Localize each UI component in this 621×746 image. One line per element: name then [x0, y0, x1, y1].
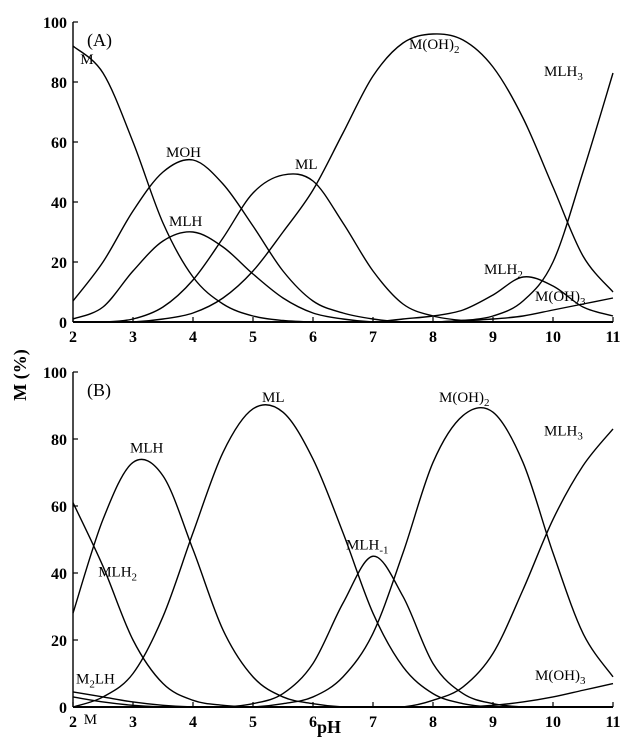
panel-b: 2 3 4 5 6 7 8 9 10 11 0 20 40 60 80 100 (B) MLH MLH2 ML M(OH… — [43, 365, 621, 731]
curve-m-b — [72, 696, 613, 708]
x-tick-label-a: 4 — [189, 329, 197, 346]
x-tick-label-a: 10 — [545, 329, 561, 346]
curve-m-oh-2-a — [73, 33, 614, 323]
series-label-b: M — [84, 712, 97, 728]
y-tick-label-a: 80 — [51, 75, 67, 92]
x-tick-label-a: 6 — [309, 329, 317, 346]
curve-ml-a — [73, 173, 613, 323]
curve-moh-a — [72, 158, 613, 323]
series-label-a: MLH2 — [484, 262, 523, 281]
x-axis-title: pH — [317, 717, 341, 737]
y-tick-label-b: 20 — [51, 633, 67, 650]
panel-label-b: (B) — [87, 380, 111, 401]
panel-a: 2 3 4 5 6 7 8 9 10 11 0 20 40 60 80 100 (A)M MOH MLH ML M(OH… — [43, 15, 621, 346]
curve-m2lh-b — [72, 691, 613, 708]
series-label-b: MLH — [130, 440, 164, 456]
series-label-b: MLH3 — [544, 424, 583, 443]
curve-mlh3-a — [73, 72, 614, 323]
series-label-b: MLH-1 — [346, 538, 389, 557]
x-tick-label-b: 2 — [69, 714, 77, 731]
curve-mlh-1-b — [73, 555, 613, 708]
series-label-a: M(OH)2 — [409, 37, 460, 56]
y-tick-label-b: 80 — [51, 432, 67, 449]
x-tick-label-a: 11 — [605, 329, 620, 346]
x-tick-label-a: 3 — [129, 329, 137, 346]
series-label-b: ML — [262, 390, 285, 406]
y-tick-label-b: 100 — [43, 365, 67, 382]
curve-m-a — [72, 45, 613, 323]
y-tick-label-b: 40 — [51, 566, 67, 583]
curve-mlh-b — [72, 458, 613, 708]
x-tick-label-b: 6 — [309, 714, 317, 731]
x-tick-label-b: 7 — [369, 714, 377, 731]
x-tick-label-b: 5 — [249, 714, 257, 731]
series-label-a: M — [80, 52, 93, 68]
series-label-a: M(OH)3 — [535, 289, 586, 308]
x-tick-label-b: 8 — [429, 714, 437, 731]
x-tick-label-b: 11 — [605, 714, 620, 731]
x-tick-label-b: 4 — [189, 714, 197, 731]
y-tick-label-a: 40 — [51, 195, 67, 212]
y-tick-label-b: 0 — [59, 700, 67, 717]
y-tick-label-a: 0 — [59, 315, 67, 332]
x-tick-label-b: 3 — [129, 714, 137, 731]
series-label-b: M2LH — [76, 672, 115, 691]
series-label-b: M(OH)3 — [535, 668, 586, 687]
series-label-a: ML — [295, 157, 318, 173]
y-tick-label-a: 60 — [51, 135, 67, 152]
series-label-a: MLH — [169, 214, 203, 230]
series-label-a: MLH3 — [544, 64, 583, 83]
y-tick-label-a: 20 — [51, 255, 67, 272]
x-tick-label-a: 9 — [489, 329, 497, 346]
y-tick-label-a: 100 — [43, 15, 67, 32]
x-tick-label-a: 2 — [69, 329, 77, 346]
panel-label-a: (A) — [87, 30, 112, 51]
x-tick-label-a: 8 — [429, 329, 437, 346]
y-axis-title: M (%) — [10, 349, 31, 400]
x-tick-label-a: 7 — [369, 329, 377, 346]
curve-mlh3-b — [73, 428, 614, 708]
series-label-a: MOH — [166, 145, 201, 161]
curve-mlh2-a — [73, 276, 614, 323]
series-label-b: M(OH)2 — [439, 390, 490, 409]
curve-m-oh-3-b — [73, 682, 614, 708]
series-label-b: MLH2 — [98, 564, 137, 583]
x-tick-label-b: 9 — [489, 714, 497, 731]
x-tick-label-a: 5 — [249, 329, 257, 346]
x-tick-label-b: 10 — [545, 714, 561, 731]
y-tick-label-b: 60 — [51, 499, 67, 516]
